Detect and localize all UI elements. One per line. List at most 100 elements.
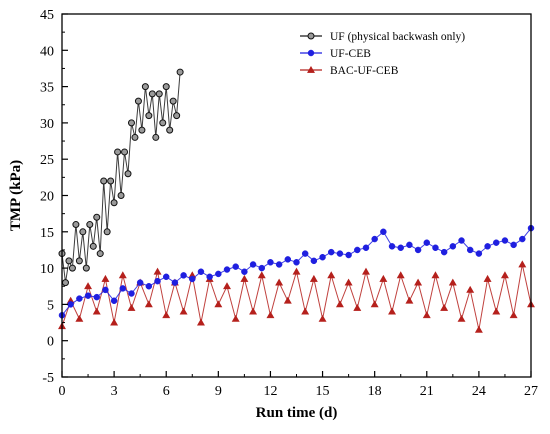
y-tick-label: 40	[40, 44, 54, 59]
data-point	[258, 264, 266, 272]
data-point	[493, 239, 500, 246]
data-point	[86, 221, 94, 229]
data-point	[448, 278, 457, 286]
data-point	[155, 90, 163, 98]
data-point	[162, 83, 170, 91]
data-point	[335, 300, 344, 308]
data-point	[484, 243, 491, 250]
data-point	[134, 97, 142, 105]
data-point	[432, 244, 439, 252]
data-point	[131, 133, 139, 141]
data-point	[457, 314, 466, 322]
legend-marker	[307, 65, 315, 73]
data-point	[474, 325, 483, 333]
legend-label: BAC-UF-CEB	[330, 65, 399, 77]
data-point	[128, 290, 135, 297]
data-point	[336, 250, 344, 257]
x-tick-label: 18	[368, 384, 382, 399]
data-point	[354, 246, 361, 254]
data-point	[440, 248, 448, 256]
data-point	[171, 279, 179, 286]
data-point	[388, 307, 397, 315]
data-point	[275, 278, 284, 286]
data-point	[344, 278, 353, 286]
data-point	[292, 267, 301, 275]
y-tick-label: -5	[42, 371, 54, 386]
data-point	[241, 268, 248, 275]
data-point	[414, 278, 423, 286]
x-tick-label: 0	[59, 384, 66, 399]
data-point	[396, 271, 405, 279]
data-point	[345, 251, 352, 259]
data-point	[431, 271, 440, 279]
data-point	[397, 244, 404, 252]
data-point	[68, 264, 76, 272]
data-point	[67, 301, 74, 308]
data-point	[405, 296, 414, 304]
data-point	[249, 307, 258, 315]
data-point	[101, 274, 110, 282]
data-point	[102, 286, 109, 294]
data-point	[492, 307, 501, 315]
data-point	[75, 257, 83, 265]
data-point	[423, 239, 431, 246]
data-point	[362, 267, 370, 275]
data-point	[215, 270, 222, 278]
data-point	[136, 279, 144, 286]
data-point	[107, 177, 115, 185]
legend: UF (physical backwash only) UF-CEB BAC-UF-…	[300, 31, 465, 77]
data-point	[89, 242, 97, 250]
data-point	[509, 311, 518, 319]
y-tick-label: 15	[40, 226, 54, 241]
data-point	[117, 192, 125, 199]
data-point	[414, 246, 422, 254]
data-point	[510, 241, 517, 249]
data-point	[266, 311, 275, 319]
y-tick-label: 0	[47, 335, 54, 350]
data-point	[371, 235, 378, 243]
data-point	[458, 237, 465, 244]
y-tick-label: 5	[47, 298, 54, 313]
axes: 0 3 6 9 12 15 18 21 24 27 -5 0 5 10 15 20 25 30 35 40 45	[40, 8, 538, 399]
legend-marker	[307, 32, 315, 40]
data-point	[179, 307, 188, 315]
data-point	[327, 248, 335, 256]
data-point	[79, 228, 87, 236]
plot-marks	[58, 68, 535, 333]
data-point	[309, 274, 318, 282]
plot-frame	[61, 13, 532, 378]
x-tick-label: 21	[420, 384, 434, 399]
data-point	[466, 246, 474, 254]
data-point	[84, 292, 92, 299]
data-point	[82, 264, 90, 272]
data-point	[388, 243, 396, 250]
data-point	[75, 314, 84, 322]
data-point	[449, 243, 457, 250]
data-point	[267, 259, 274, 266]
data-point	[121, 148, 129, 156]
data-point	[166, 126, 174, 134]
data-point	[362, 244, 370, 252]
data-point	[84, 282, 93, 290]
data-point	[189, 275, 196, 283]
series-3	[58, 260, 535, 333]
data-point	[475, 250, 483, 257]
y-tick-label: 30	[40, 117, 54, 132]
data-point	[138, 126, 146, 134]
data-point	[370, 300, 379, 308]
data-point	[327, 271, 336, 279]
data-point	[197, 268, 205, 275]
series-line	[61, 72, 181, 283]
data-point	[110, 199, 118, 207]
data-point	[180, 272, 187, 279]
y-tick-label: 25	[40, 153, 54, 168]
data-point	[232, 263, 239, 270]
data-point	[162, 273, 170, 281]
x-tick-label: 12	[263, 384, 277, 399]
data-point	[214, 300, 223, 308]
data-point	[93, 213, 101, 221]
data-point	[440, 303, 449, 311]
data-point	[501, 237, 509, 244]
data-point	[159, 119, 167, 127]
